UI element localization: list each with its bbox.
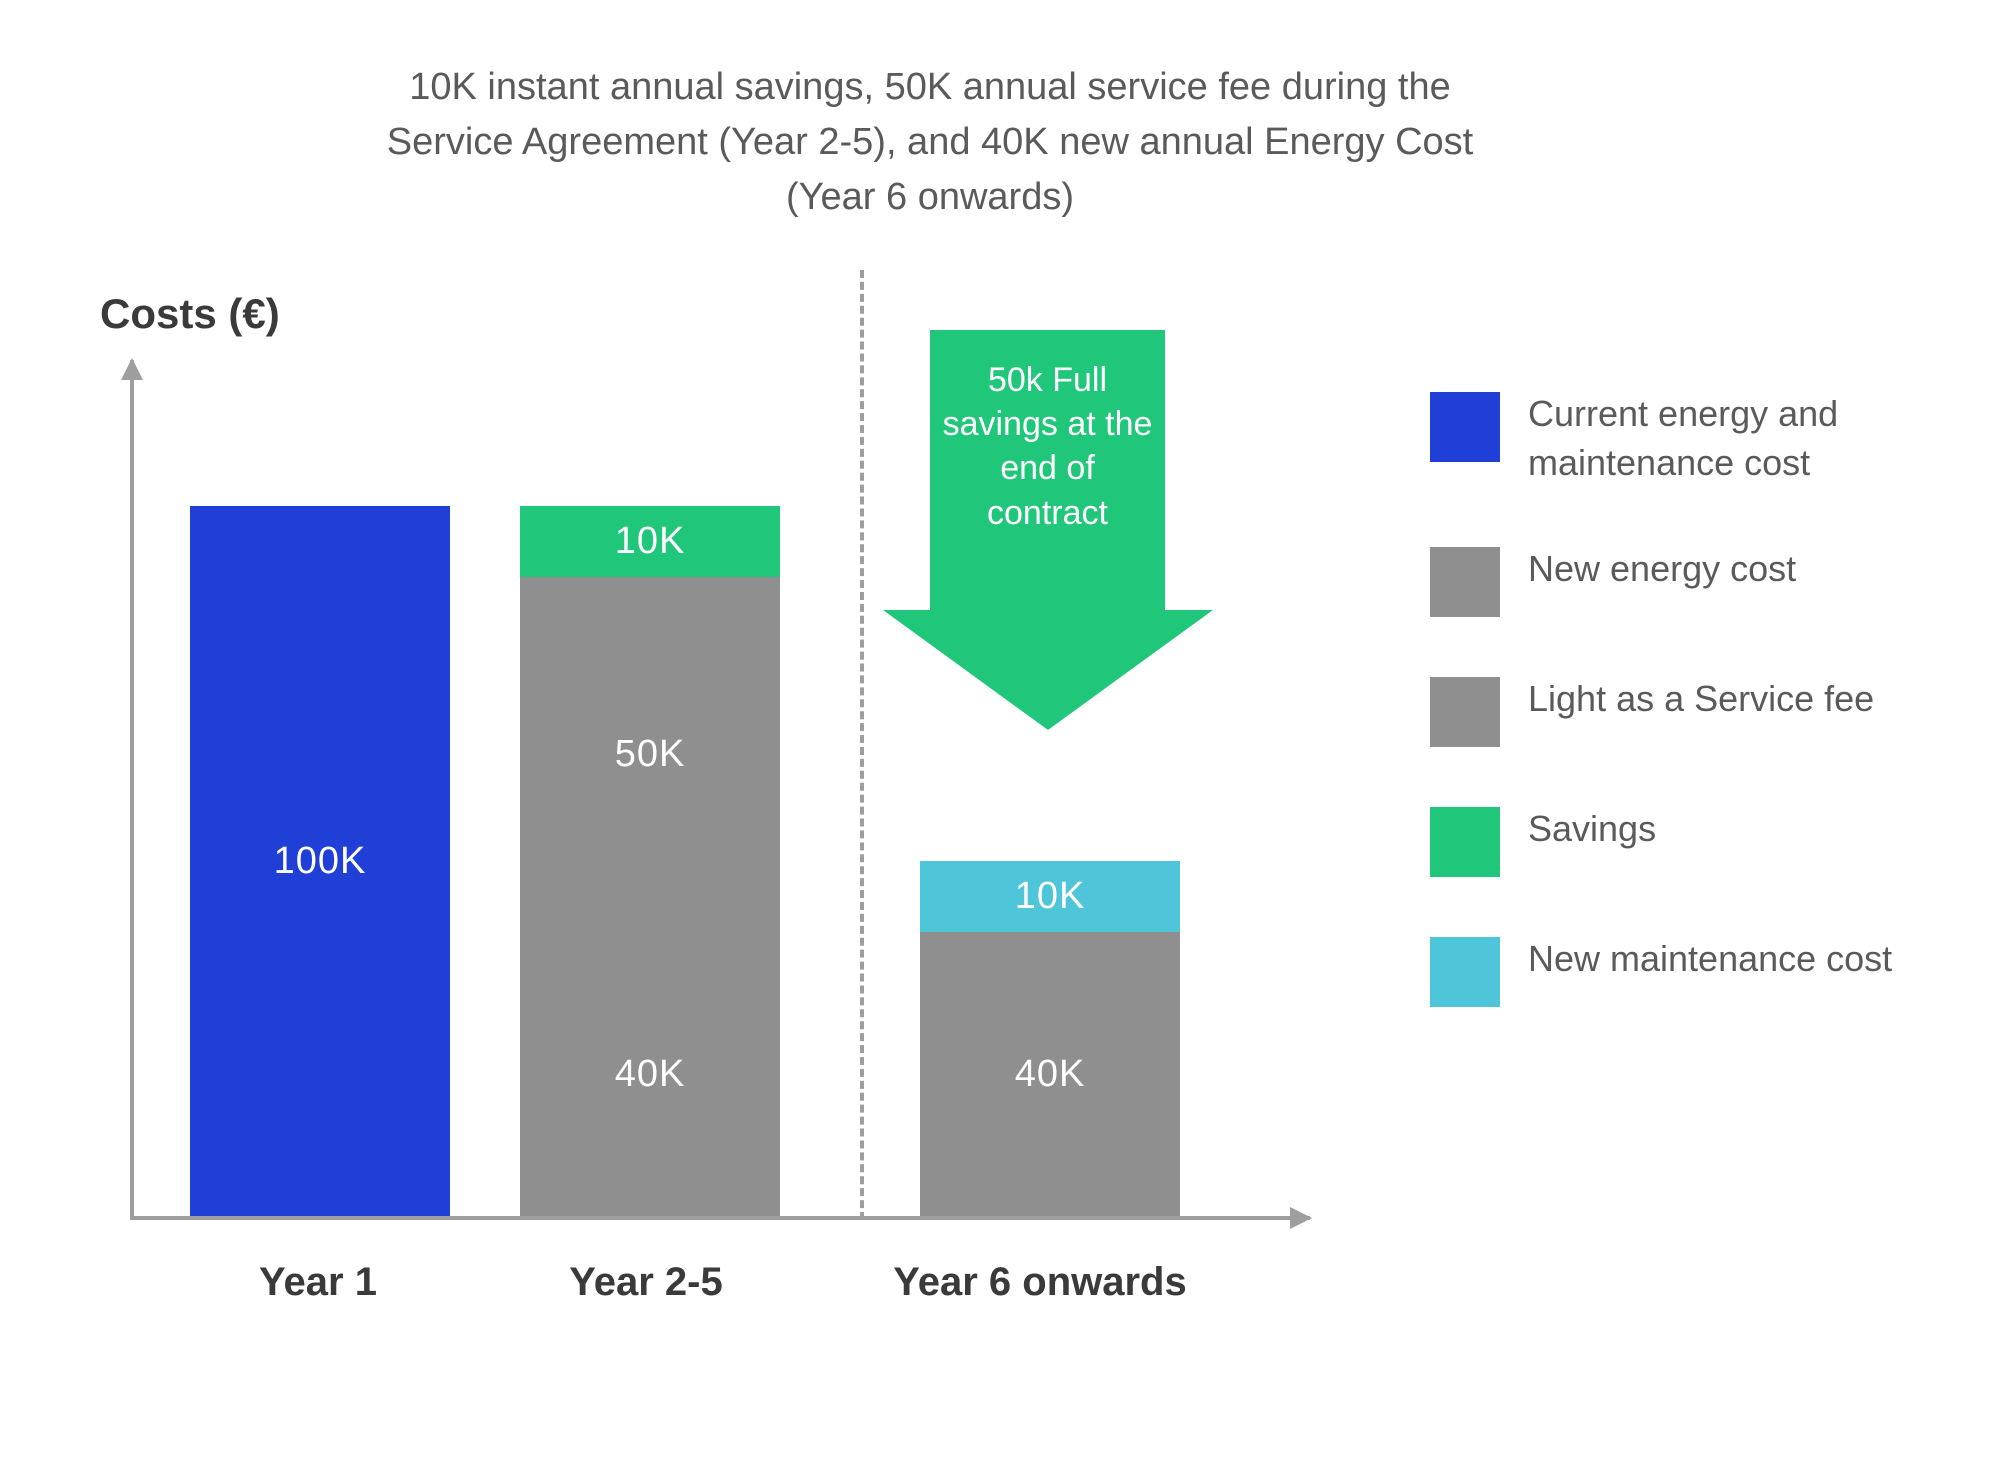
phase-divider (860, 270, 864, 1220)
segment-laas-fee: 50K (520, 577, 780, 932)
x-label-year1: Year 1 (218, 1260, 418, 1305)
x-axis-arrow-icon (1290, 1207, 1312, 1229)
legend-swatch (1430, 677, 1500, 747)
segment-current-cost: 100K (190, 506, 450, 1216)
chart-caption: 10K instant annual savings, 50K annual s… (380, 60, 1480, 225)
x-axis-line (130, 1216, 1310, 1220)
legend-item: New energy cost (1430, 545, 1950, 617)
legend-label: New maintenance cost (1528, 935, 1892, 984)
legend-swatch (1430, 547, 1500, 617)
legend-item: Savings (1430, 805, 1950, 877)
legend-label: Light as a Service fee (1528, 675, 1874, 724)
legend: Current energy and maintenance cost New e… (1430, 390, 1950, 1065)
y-axis-line (130, 360, 134, 1220)
segment-savings: 10K (520, 506, 780, 577)
y-axis-label: Costs (€) (100, 290, 280, 338)
legend-item: Current energy and maintenance cost (1430, 390, 1950, 487)
arrow-down-icon (883, 610, 1213, 730)
legend-label: New energy cost (1528, 545, 1796, 594)
savings-arrow-callout: 50k Full savings at the end of contract (930, 330, 1165, 730)
legend-swatch (1430, 807, 1500, 877)
x-label-year6_on: Year 6 onwards (850, 1260, 1230, 1305)
segment-new-energy-cost: 40K (520, 932, 780, 1216)
y-axis-arrow-icon (121, 358, 143, 380)
legend-item: New maintenance cost (1430, 935, 1950, 1007)
legend-label: Savings (1528, 805, 1656, 854)
legend-label: Current energy and maintenance cost (1528, 390, 1950, 487)
x-label-year2_5: Year 2-5 (516, 1260, 776, 1305)
legend-item: Light as a Service fee (1430, 675, 1950, 747)
segment-new-energy-cost: 40K (920, 932, 1180, 1216)
legend-swatch (1430, 392, 1500, 462)
legend-swatch (1430, 937, 1500, 1007)
arrow-callout-text: 50k Full savings at the end of contract (930, 358, 1165, 535)
segment-new-maintenance-cost: 10K (920, 861, 1180, 932)
chart-area: 100K40K50K10K40K10K 50k Full savings at … (130, 360, 1310, 1220)
